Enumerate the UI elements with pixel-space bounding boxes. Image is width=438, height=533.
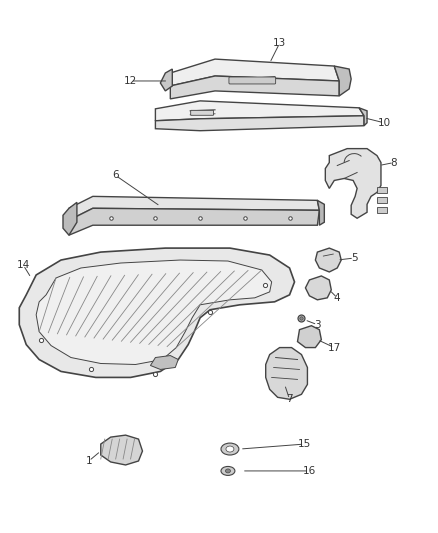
Text: 6: 6 bbox=[113, 171, 119, 181]
Text: 8: 8 bbox=[391, 158, 397, 167]
Polygon shape bbox=[318, 200, 324, 225]
Text: 13: 13 bbox=[273, 38, 286, 48]
Polygon shape bbox=[325, 149, 381, 218]
Text: 17: 17 bbox=[328, 343, 341, 352]
Text: 1: 1 bbox=[85, 456, 92, 466]
Ellipse shape bbox=[226, 446, 234, 452]
Polygon shape bbox=[377, 197, 387, 203]
Polygon shape bbox=[305, 276, 331, 300]
Ellipse shape bbox=[221, 443, 239, 455]
Text: 3: 3 bbox=[314, 320, 321, 330]
Text: 14: 14 bbox=[17, 260, 30, 270]
Text: 15: 15 bbox=[298, 439, 311, 449]
Polygon shape bbox=[69, 208, 319, 235]
Text: 5: 5 bbox=[351, 253, 357, 263]
Polygon shape bbox=[155, 101, 364, 121]
Text: 4: 4 bbox=[334, 293, 341, 303]
Polygon shape bbox=[19, 248, 294, 377]
Ellipse shape bbox=[226, 469, 230, 473]
Polygon shape bbox=[315, 248, 341, 272]
Polygon shape bbox=[359, 108, 367, 126]
Polygon shape bbox=[377, 188, 387, 193]
Polygon shape bbox=[266, 348, 307, 399]
Polygon shape bbox=[101, 435, 142, 465]
Polygon shape bbox=[155, 116, 364, 131]
FancyBboxPatch shape bbox=[191, 110, 214, 115]
Polygon shape bbox=[150, 356, 178, 369]
FancyBboxPatch shape bbox=[229, 77, 276, 84]
Polygon shape bbox=[377, 207, 387, 213]
Text: 10: 10 bbox=[378, 118, 391, 128]
Text: 12: 12 bbox=[124, 76, 137, 86]
Polygon shape bbox=[297, 326, 321, 348]
Polygon shape bbox=[63, 203, 77, 235]
Polygon shape bbox=[36, 260, 272, 365]
Text: 16: 16 bbox=[303, 466, 316, 476]
Text: 7: 7 bbox=[286, 394, 293, 405]
Polygon shape bbox=[170, 76, 339, 99]
Polygon shape bbox=[69, 196, 319, 220]
Polygon shape bbox=[170, 59, 339, 86]
Ellipse shape bbox=[221, 466, 235, 475]
Polygon shape bbox=[160, 69, 172, 91]
Polygon shape bbox=[334, 66, 351, 96]
